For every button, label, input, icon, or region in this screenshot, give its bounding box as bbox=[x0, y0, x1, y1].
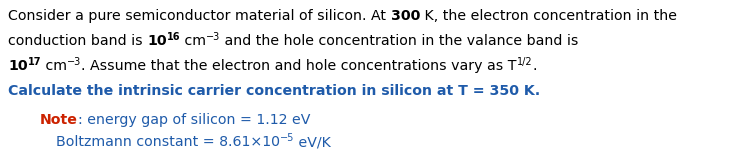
Text: eV/K: eV/K bbox=[295, 135, 332, 149]
Text: cm: cm bbox=[181, 34, 206, 48]
Text: −5: −5 bbox=[280, 133, 295, 143]
Text: and the hole concentration in the valance band is: and the hole concentration in the valanc… bbox=[221, 34, 579, 48]
Text: −3: −3 bbox=[206, 32, 221, 42]
Text: . Assume that the electron and hole concentrations vary as T: . Assume that the electron and hole conc… bbox=[81, 59, 517, 73]
Text: Boltzmann constant = 8.61×10: Boltzmann constant = 8.61×10 bbox=[56, 135, 280, 149]
Text: 1/2: 1/2 bbox=[517, 57, 533, 67]
Text: .: . bbox=[533, 59, 537, 73]
Text: 10: 10 bbox=[8, 59, 27, 73]
Text: conduction band is: conduction band is bbox=[8, 34, 147, 48]
Text: Note: Note bbox=[40, 113, 78, 127]
Text: 17: 17 bbox=[27, 57, 41, 67]
Text: Consider a pure semiconductor material of silicon. At: Consider a pure semiconductor material o… bbox=[8, 9, 391, 23]
Text: cm: cm bbox=[41, 59, 67, 73]
Text: 300: 300 bbox=[391, 9, 420, 23]
Text: : energy gap of silicon = 1.12 eV: : energy gap of silicon = 1.12 eV bbox=[78, 113, 310, 127]
Text: −3: −3 bbox=[67, 57, 81, 67]
Text: K, the electron concentration in the: K, the electron concentration in the bbox=[420, 9, 677, 23]
Text: 10: 10 bbox=[147, 34, 166, 48]
Text: 16: 16 bbox=[166, 32, 181, 42]
Text: Calculate the intrinsic carrier concentration in silicon at T = 350 K.: Calculate the intrinsic carrier concentr… bbox=[8, 84, 540, 98]
